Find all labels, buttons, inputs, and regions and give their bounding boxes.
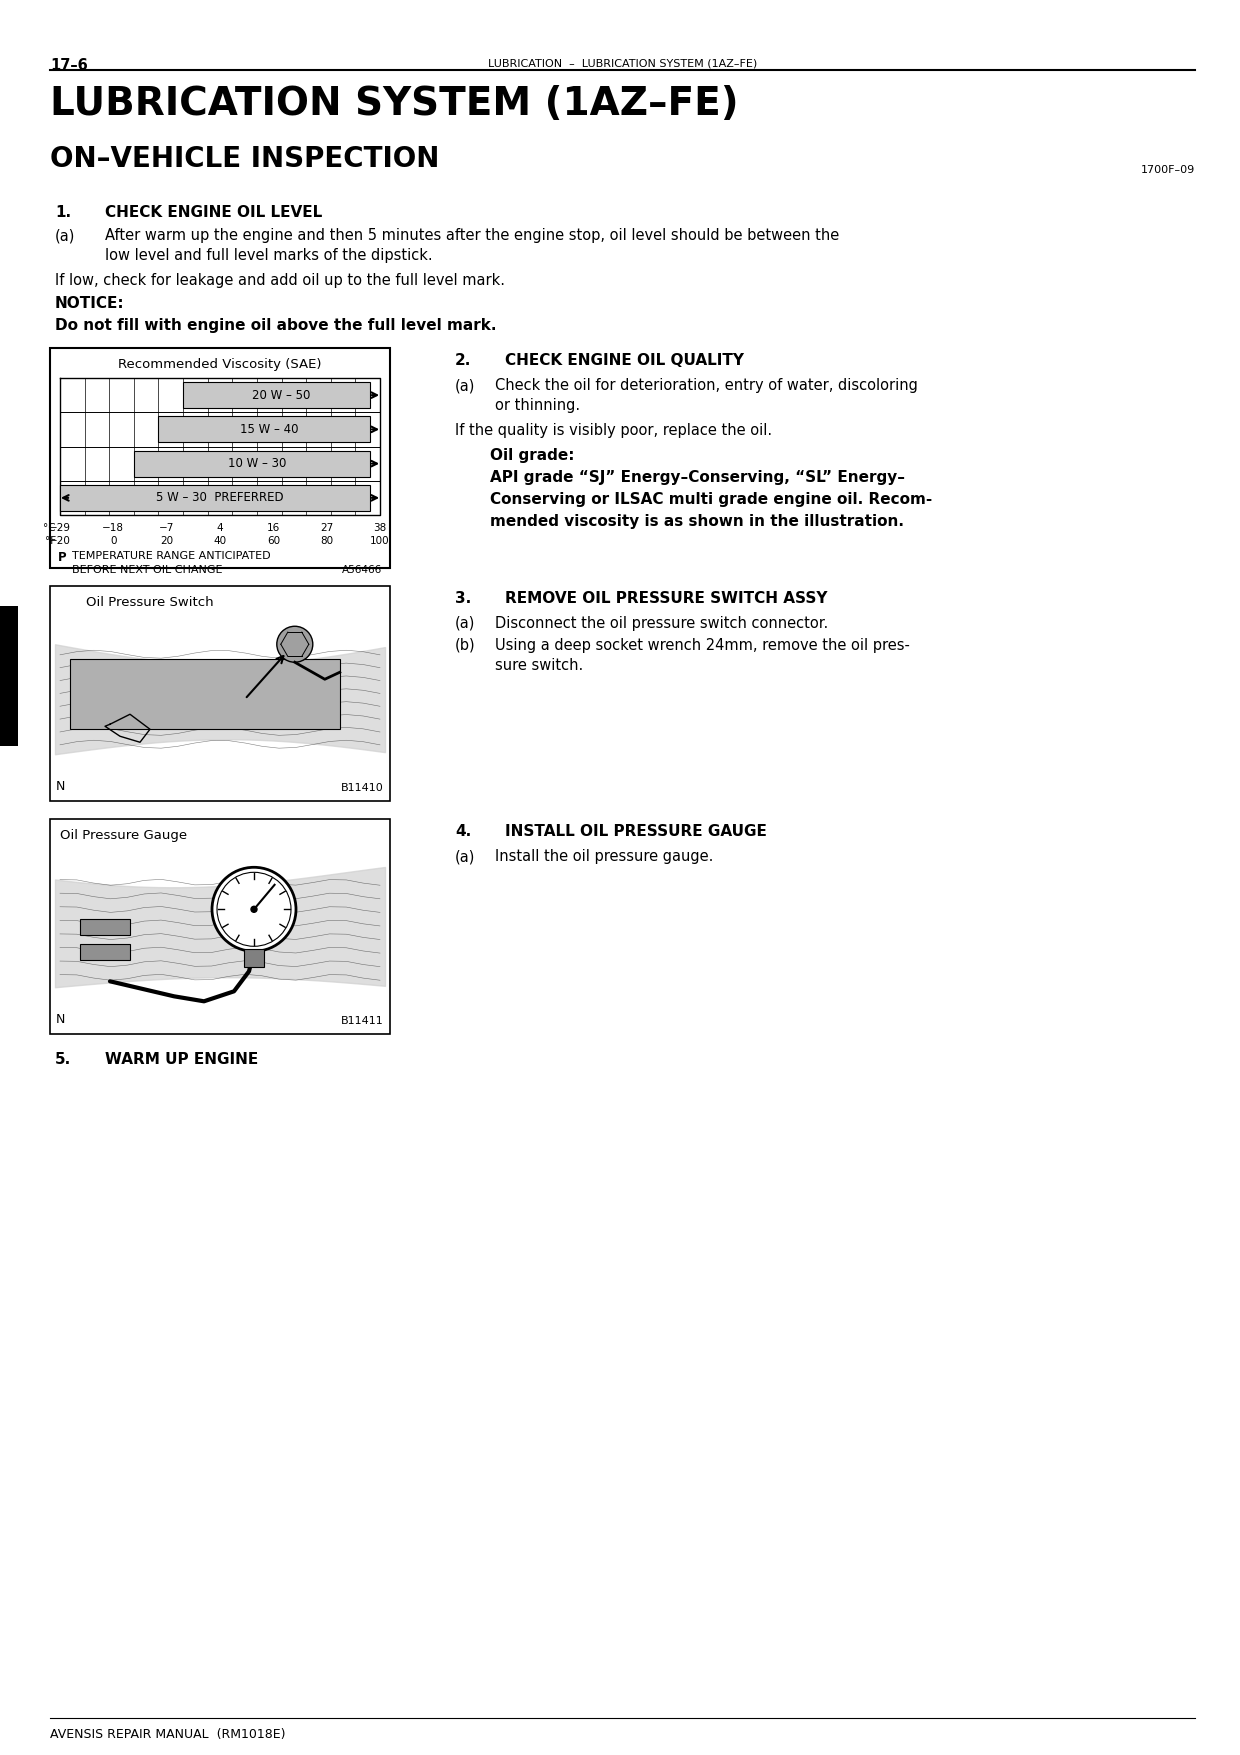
Bar (60, 484, 370, 511)
Text: 80: 80 (320, 535, 334, 546)
Bar (159, 416, 370, 442)
Text: −29: −29 (50, 523, 71, 534)
Text: 2.: 2. (455, 353, 471, 369)
Bar (184, 383, 370, 409)
Text: 1.: 1. (55, 205, 71, 219)
Text: AVENSIS REPAIR MANUAL  (RM1018E): AVENSIS REPAIR MANUAL (RM1018E) (50, 1729, 285, 1741)
Text: CHECK ENGINE OIL LEVEL: CHECK ENGINE OIL LEVEL (105, 205, 322, 219)
Text: Oil Pressure Gauge: Oil Pressure Gauge (60, 828, 187, 842)
Text: 16: 16 (267, 523, 280, 534)
Text: 5 W – 30  PREFERRED: 5 W – 30 PREFERRED (156, 491, 284, 504)
Text: REMOVE OIL PRESSURE SWITCH ASSY: REMOVE OIL PRESSURE SWITCH ASSY (505, 591, 827, 605)
Text: Recommended Viscosity (SAE): Recommended Viscosity (SAE) (118, 358, 321, 370)
Bar (50, 586, 391, 800)
Bar (81, 920, 130, 935)
Text: (a): (a) (455, 616, 475, 632)
Text: 5.: 5. (55, 1051, 71, 1067)
Text: 40: 40 (213, 535, 227, 546)
Bar (81, 944, 130, 960)
Bar (50, 820, 391, 1034)
Text: mended viscosity is as shown in the illustration.: mended viscosity is as shown in the illu… (490, 514, 904, 528)
Text: 100: 100 (371, 535, 389, 546)
Text: Check the oil for deterioration, entry of water, discoloring: Check the oil for deterioration, entry o… (495, 377, 918, 393)
Text: 60: 60 (267, 535, 280, 546)
Text: Oil Pressure Switch: Oil Pressure Switch (87, 597, 213, 609)
Text: −20: −20 (50, 535, 71, 546)
Text: N: N (56, 779, 66, 793)
Text: (a): (a) (55, 228, 76, 242)
Text: Conserving or ILSAC multi grade engine oil. Recom-: Conserving or ILSAC multi grade engine o… (490, 491, 932, 507)
Text: If the quality is visibly poor, replace the oil.: If the quality is visibly poor, replace … (455, 423, 773, 439)
Text: Disconnect the oil pressure switch connector.: Disconnect the oil pressure switch conne… (495, 616, 828, 632)
Text: INSTALL OIL PRESSURE GAUGE: INSTALL OIL PRESSURE GAUGE (505, 825, 766, 839)
Text: LUBRICATION SYSTEM (1AZ–FE): LUBRICATION SYSTEM (1AZ–FE) (50, 84, 739, 123)
Text: (a): (a) (455, 849, 475, 863)
Text: N: N (56, 1013, 66, 1027)
Text: 1700F–09: 1700F–09 (1141, 165, 1195, 176)
Text: °C: °C (43, 523, 56, 534)
Text: °F: °F (45, 535, 56, 546)
Text: NOTICE:: NOTICE: (55, 297, 125, 311)
Text: After warm up the engine and then 5 minutes after the engine stop, oil level sho: After warm up the engine and then 5 minu… (105, 228, 839, 242)
Bar (244, 949, 264, 967)
Text: A56466: A56466 (342, 565, 382, 576)
Text: 15 W – 40: 15 W – 40 (241, 423, 299, 435)
Circle shape (217, 872, 291, 946)
Bar (0, 605, 19, 746)
Text: ON–VEHICLE INSPECTION: ON–VEHICLE INSPECTION (50, 146, 439, 174)
Text: 4.: 4. (455, 825, 471, 839)
Text: or thinning.: or thinning. (495, 398, 580, 412)
Text: (b): (b) (455, 639, 476, 653)
Bar (50, 347, 391, 569)
Text: TEMPERATURE RANGE ANTICIPATED: TEMPERATURE RANGE ANTICIPATED (72, 551, 270, 562)
Bar (69, 660, 340, 730)
Text: Using a deep socket wrench 24mm, remove the oil pres-: Using a deep socket wrench 24mm, remove … (495, 639, 910, 653)
Text: −18: −18 (103, 523, 124, 534)
Text: P: P (58, 551, 67, 563)
Text: Do not fill with engine oil above the full level mark.: Do not fill with engine oil above the fu… (55, 318, 496, 333)
Circle shape (277, 627, 312, 662)
Text: CHECK ENGINE OIL QUALITY: CHECK ENGINE OIL QUALITY (505, 353, 744, 369)
Text: (a): (a) (455, 377, 475, 393)
Text: Oil grade:: Oil grade: (490, 448, 574, 463)
Text: B11411: B11411 (341, 1016, 384, 1027)
Text: 20 W – 50: 20 W – 50 (253, 388, 311, 402)
Text: Install the oil pressure gauge.: Install the oil pressure gauge. (495, 849, 713, 863)
Bar (134, 451, 370, 477)
Text: LUBRICATION  –  LUBRICATION SYSTEM (1AZ–FE): LUBRICATION – LUBRICATION SYSTEM (1AZ–FE… (487, 58, 758, 68)
Text: 38: 38 (373, 523, 387, 534)
Circle shape (250, 906, 257, 913)
Text: If low, check for leakage and add oil up to the full level mark.: If low, check for leakage and add oil up… (55, 274, 505, 288)
Text: WARM UP ENGINE: WARM UP ENGINE (105, 1051, 258, 1067)
Text: −7: −7 (159, 523, 175, 534)
Text: 17–6: 17–6 (50, 58, 88, 74)
Text: API grade “SJ” Energy–Conserving, “SL” Energy–: API grade “SJ” Energy–Conserving, “SL” E… (490, 470, 905, 484)
Text: sure switch.: sure switch. (495, 658, 583, 672)
Text: low level and full level marks of the dipstick.: low level and full level marks of the di… (105, 247, 433, 263)
Text: 0: 0 (110, 535, 117, 546)
Text: B11410: B11410 (341, 783, 384, 793)
Text: 27: 27 (320, 523, 334, 534)
Circle shape (212, 867, 296, 951)
Text: BEFORE NEXT OIL CHANGE: BEFORE NEXT OIL CHANGE (72, 565, 222, 576)
Text: 3.: 3. (455, 591, 471, 605)
Text: 4: 4 (217, 523, 223, 534)
Text: 10 W – 30: 10 W – 30 (228, 456, 286, 470)
Text: 20: 20 (160, 535, 174, 546)
